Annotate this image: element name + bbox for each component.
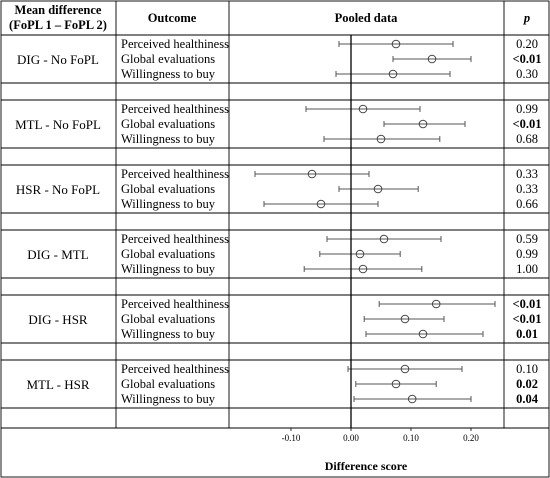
group-label: HSR - No FoPL xyxy=(16,182,100,197)
p-value: 0.59 xyxy=(516,232,538,246)
point-estimate-marker xyxy=(358,104,368,114)
p-value: 0.66 xyxy=(516,197,538,211)
group-label: DIG - MTL xyxy=(27,247,88,262)
p-value: 0.33 xyxy=(516,167,538,181)
point-estimate-marker xyxy=(373,184,383,194)
point-estimate-marker xyxy=(427,54,437,64)
outcome-label: Global evaluations xyxy=(121,377,215,391)
p-value: 0.33 xyxy=(516,182,538,196)
outcome-label: Willingness to buy xyxy=(121,327,216,341)
p-value: <0.01 xyxy=(513,312,542,326)
x-tick-label: 0.00 xyxy=(343,433,359,443)
x-axis-label: Difference score xyxy=(325,459,408,473)
header-outcome: Outcome xyxy=(148,11,197,25)
point-estimate-marker xyxy=(400,314,410,324)
outcome-label: Global evaluations xyxy=(121,52,215,66)
outcome-label: Global evaluations xyxy=(121,312,215,326)
outcome-label: Perceived healthiness xyxy=(121,232,229,246)
p-value: 1.00 xyxy=(516,262,538,276)
p-value: 0.10 xyxy=(516,362,538,376)
point-estimate-marker xyxy=(376,134,386,144)
point-estimate-marker xyxy=(307,169,317,179)
outcome-label: Global evaluations xyxy=(121,182,215,196)
comparison-group: MTL - No FoPL Perceived healthiness 0.99 Gl… xyxy=(1,99,549,149)
x-tick-label: -0.10 xyxy=(282,433,301,443)
point-estimate-marker xyxy=(391,379,401,389)
p-value: 0.99 xyxy=(516,102,538,116)
header-mean-difference: Mean difference xyxy=(15,3,102,17)
p-value: 0.02 xyxy=(516,377,538,391)
header-pooled-data: Pooled data xyxy=(335,11,399,25)
point-estimate-marker xyxy=(391,39,401,49)
p-value: 0.68 xyxy=(516,132,538,146)
comparison-group: DIG - No FoPL Perceived healthiness 0.20 Gl… xyxy=(1,37,549,84)
point-estimate-marker xyxy=(431,299,441,309)
outcome-label: Global evaluations xyxy=(121,117,215,131)
point-estimate-marker xyxy=(407,394,417,404)
point-estimate-marker xyxy=(358,264,368,274)
group-label: MTL - No FoPL xyxy=(15,117,101,132)
header-p-value: p xyxy=(523,11,530,25)
outcome-label: Global evaluations xyxy=(121,247,215,261)
point-estimate-marker xyxy=(418,329,428,339)
outcome-label: Willingness to buy xyxy=(121,132,216,146)
p-value: 0.01 xyxy=(516,327,538,341)
p-value: <0.01 xyxy=(513,52,542,66)
table-header: Mean difference (FoPL 1 – FoPL 2) Outcom… xyxy=(9,3,530,32)
p-value: 0.30 xyxy=(516,67,538,81)
outcome-label: Perceived healthiness xyxy=(121,102,229,116)
outcome-label: Willingness to buy xyxy=(121,67,216,81)
p-value: 0.20 xyxy=(516,37,538,51)
outcome-label: Willingness to buy xyxy=(121,392,216,406)
comparison-group: DIG - MTL Perceived healthiness 0.59 Global… xyxy=(1,229,549,279)
outcome-label: Perceived healthiness xyxy=(121,167,229,181)
outcome-label: Willingness to buy xyxy=(121,197,216,211)
outcome-label: Perceived healthiness xyxy=(121,362,229,376)
comparison-group: HSR - No FoPL Perceived healthiness 0.33 Gl… xyxy=(1,164,549,214)
point-estimate-marker xyxy=(355,249,365,259)
p-value: <0.01 xyxy=(513,117,542,131)
point-estimate-marker xyxy=(388,69,398,79)
header-fopl-comparison: (FoPL 1 – FoPL 2) xyxy=(9,18,107,32)
p-value: 0.04 xyxy=(516,392,539,406)
outcome-label: Perceived healthiness xyxy=(121,297,229,311)
point-estimate-marker xyxy=(316,199,326,209)
group-label: DIG - No FoPL xyxy=(17,52,99,67)
x-tick-label: 0.10 xyxy=(403,433,419,443)
p-value: 0.99 xyxy=(516,247,538,261)
point-estimate-marker xyxy=(418,119,428,129)
point-estimate-marker xyxy=(379,234,389,244)
x-tick-label: 0.20 xyxy=(463,433,479,443)
p-value: <0.01 xyxy=(513,297,542,311)
group-label: MTL - HSR xyxy=(26,377,89,392)
comparison-group: MTL - HSR Perceived healthiness 0.10 Global… xyxy=(1,359,549,409)
outcome-label: Willingness to buy xyxy=(121,262,216,276)
outcome-label: Perceived healthiness xyxy=(121,37,229,51)
group-label: DIG - HSR xyxy=(28,312,88,327)
comparison-group: DIG - HSR Perceived healthiness <0.01 Globa… xyxy=(1,294,549,344)
point-estimate-marker xyxy=(400,364,410,374)
